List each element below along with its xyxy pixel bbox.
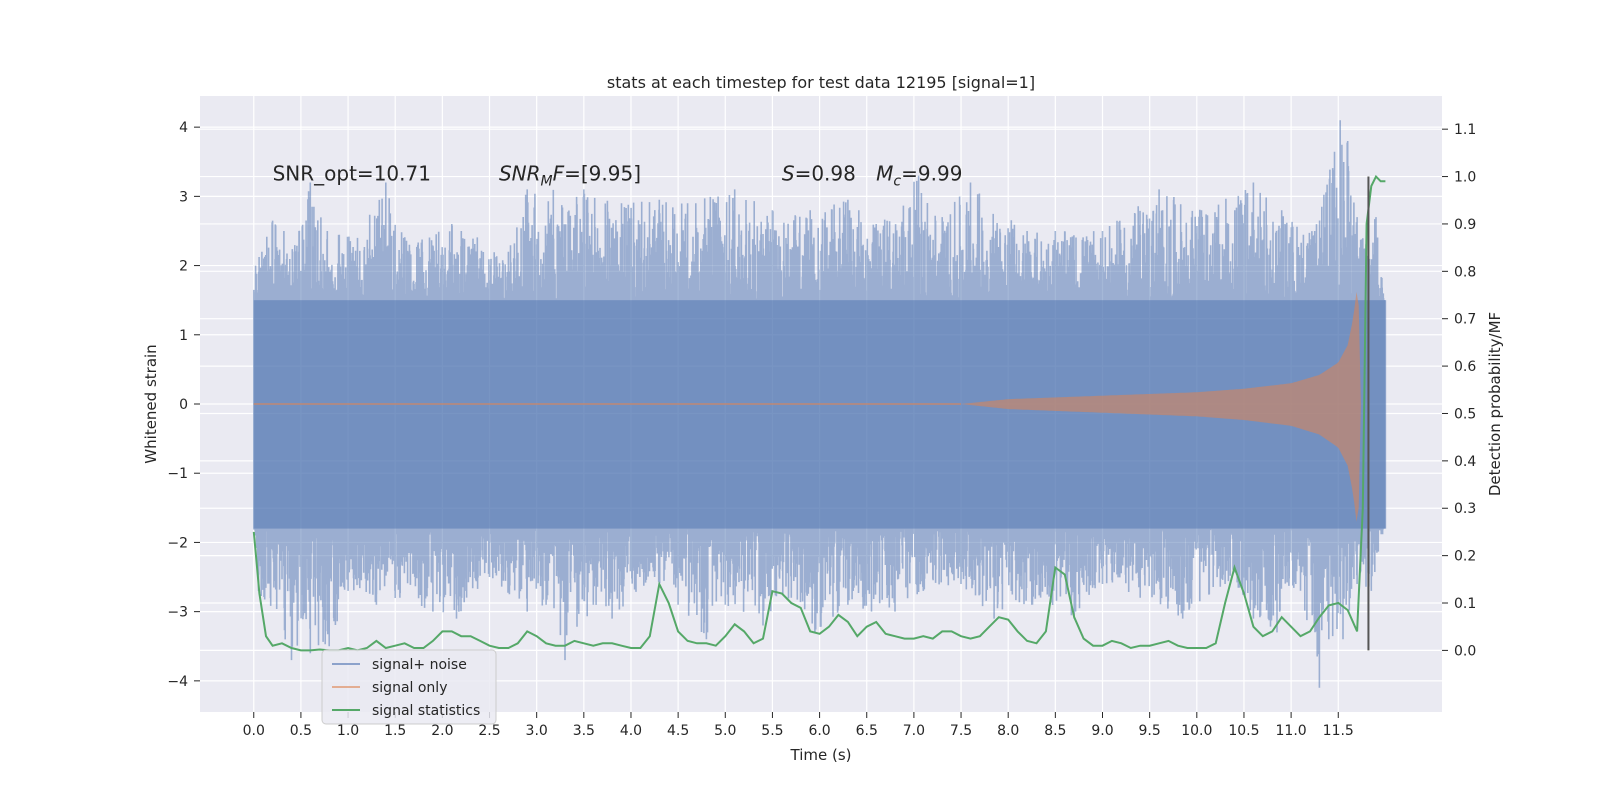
x-tick-label: 11.5 — [1323, 723, 1354, 739]
x-tick-label: 5.5 — [761, 723, 783, 739]
y2-tick-label: 0.8 — [1454, 264, 1476, 280]
y2-tick-label: 0.4 — [1454, 454, 1476, 470]
chirp-envelope — [961, 291, 1361, 522]
x-axis-ticks: 0.0 0.5 1.0 1.5 2.0 2.5 3.0 3.5 4.0 4.5 5.0 5.5 6.0 6… — [243, 712, 1354, 739]
x-tick-label: 8.5 — [1044, 723, 1066, 739]
signal-only-series — [253, 291, 1361, 522]
x-tick-label: 10.5 — [1228, 723, 1259, 739]
x-tick-label: 6.0 — [808, 723, 830, 739]
x-tick-label: 11.0 — [1276, 723, 1307, 739]
y2-tick-label: 0.9 — [1454, 217, 1476, 233]
x-tick-label: 2.5 — [478, 723, 500, 739]
y2-tick-label: 0.1 — [1454, 596, 1476, 612]
legend-entry: signal+ noise — [372, 657, 467, 673]
x-tick-label: 10.0 — [1181, 723, 1212, 739]
x-tick-label: 4.0 — [620, 723, 642, 739]
x-tick-label: 0.5 — [290, 723, 312, 739]
y2-tick-label: 0.2 — [1454, 549, 1476, 565]
y2-axis-ticks: 0.0 0.1 0.2 0.3 0.4 0.5 0.6 0.7 0.8 0.9 1.0 1.1 — [1442, 122, 1476, 659]
annotations: SNR_opt=10.71 SNRMF=[9.95] S=0.98 Mc=9.99 — [273, 162, 963, 190]
annotation: SNRMF=[9.95] — [499, 162, 641, 190]
chart-title: stats at each timestep for test data 121… — [607, 73, 1035, 92]
x-tick-label: 9.5 — [1139, 723, 1161, 739]
x-tick-label: 0.0 — [243, 723, 265, 739]
statistics-line — [252, 174, 1386, 652]
y-tick-label: 4 — [179, 120, 188, 136]
y2-tick-label: 0.5 — [1454, 406, 1476, 422]
signal-statistics-series — [252, 174, 1386, 652]
legend: signal+ noise signal only signal statistic… — [321, 649, 497, 725]
y-tick-label: −3 — [167, 605, 188, 621]
y-axis-ticks: −4 −3 −2 −1 0 1 2 3 4 — [167, 120, 200, 690]
legend-box — [321, 649, 497, 725]
y-tick-label: 3 — [179, 189, 188, 205]
y2-axis-label: Detection probability/MF — [1486, 312, 1504, 496]
x-tick-label: 2.0 — [431, 723, 453, 739]
y-tick-label: −1 — [167, 466, 188, 482]
legend-entry: signal statistics — [372, 703, 480, 719]
x-tick-label: 7.0 — [903, 723, 925, 739]
x-tick-label: 5.0 — [714, 723, 736, 739]
annotation: Mc=9.99 — [876, 162, 962, 190]
y2-tick-label: 1.1 — [1454, 122, 1476, 138]
y-tick-label: 2 — [179, 259, 188, 275]
y-axis-label: Whitened strain — [142, 344, 160, 463]
x-tick-label: 8.0 — [997, 723, 1019, 739]
x-tick-label: 9.0 — [1091, 723, 1113, 739]
y2-tick-label: 0.3 — [1454, 501, 1476, 517]
y2-tick-label: 0.0 — [1454, 643, 1476, 659]
x-tick-label: 7.5 — [950, 723, 972, 739]
x-tick-label: 4.5 — [667, 723, 689, 739]
y2-tick-label: 0.6 — [1454, 359, 1476, 375]
y2-tick-label: 0.7 — [1454, 312, 1476, 328]
annotation: SNR_opt=10.71 — [273, 162, 431, 186]
x-tick-label: 3.5 — [573, 723, 595, 739]
legend-entry: signal only — [372, 680, 447, 696]
x-tick-label: 3.0 — [526, 723, 548, 739]
annotation: S=0.98 — [782, 162, 856, 186]
y-tick-label: 1 — [179, 328, 188, 344]
x-tick-label: 6.5 — [856, 723, 878, 739]
x-tick-label: 1.5 — [384, 723, 406, 739]
y-tick-label: −2 — [167, 535, 188, 551]
x-axis-label: Time (s) — [790, 746, 852, 764]
y-tick-label: 0 — [179, 397, 188, 413]
y2-tick-label: 1.0 — [1454, 170, 1476, 186]
x-tick-label: 1.0 — [337, 723, 359, 739]
y-tick-label: −4 — [167, 674, 188, 690]
